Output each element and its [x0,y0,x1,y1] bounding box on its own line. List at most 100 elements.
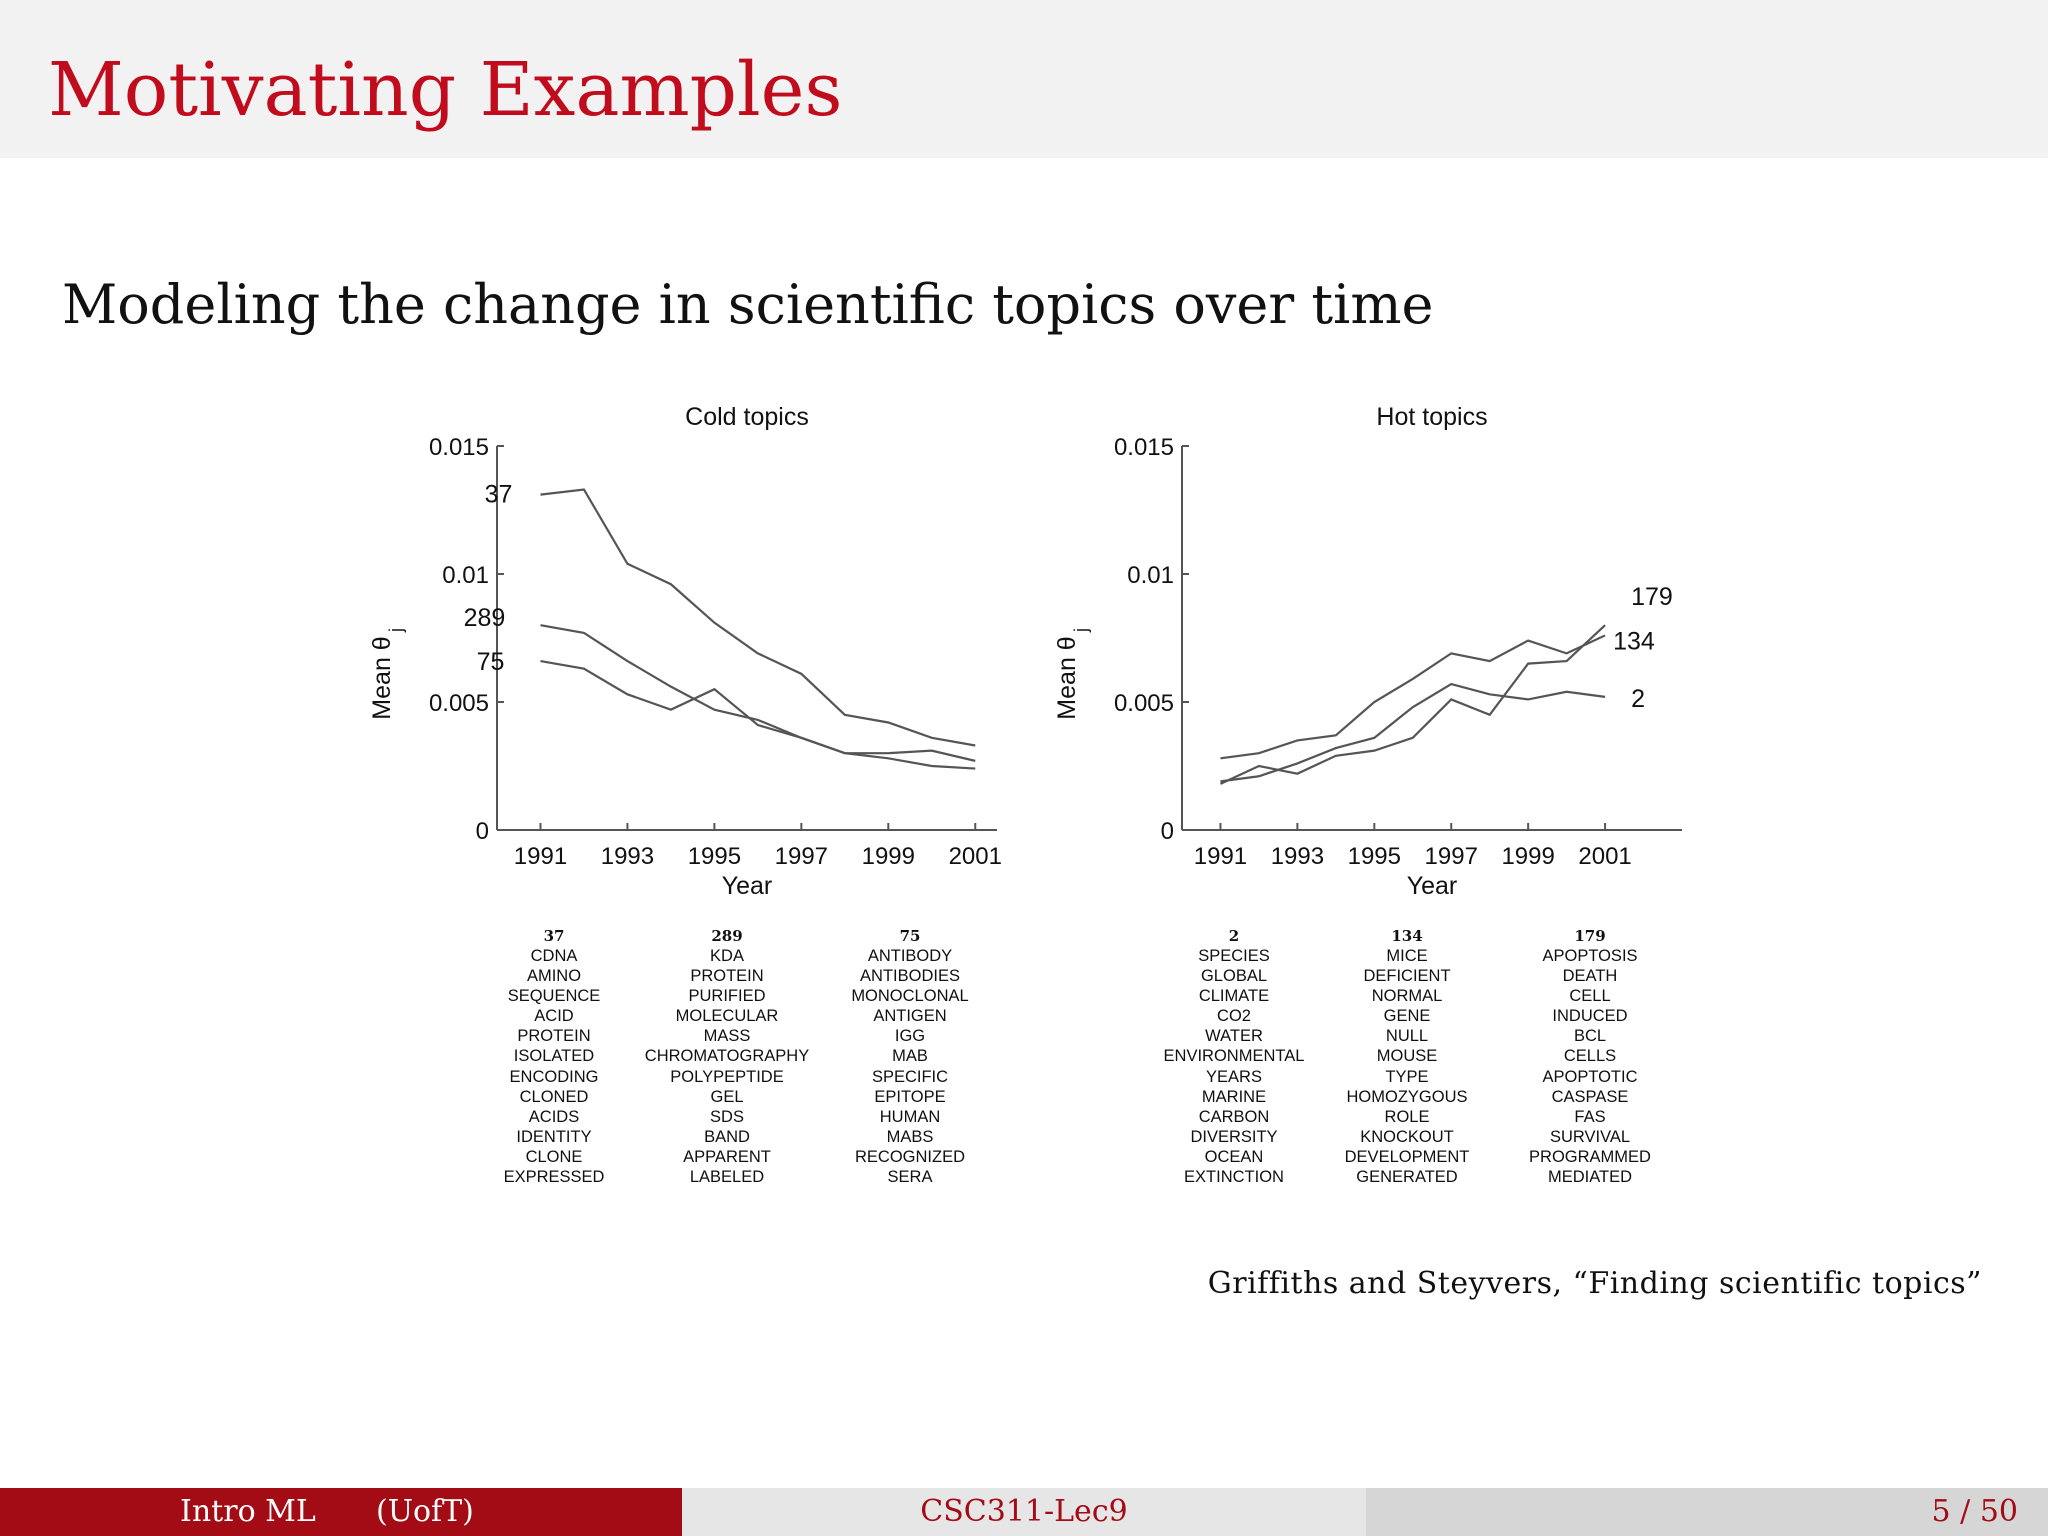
topic-word: KDA [710,947,744,965]
topic-word: MOLECULAR [675,1007,779,1026]
topic-word: MONOCLONAL [851,987,969,1006]
hot-topics-chart: Hot topics 0 0.005 0.01 0.015 1991 1993 1995 199… [1053,403,1682,900]
topic-id: 75 [899,927,921,945]
topic-word: PROTEIN [517,1027,591,1046]
topic-word: ANTIBODIES [860,967,960,986]
hot-topics-table: 2 SPECIES GLOBAL CLIMATE CO2 WATER ENVIRONMENT… [1130,926,1690,1196]
topic-word: MEDIATED [1547,1168,1633,1187]
topic-word: WATER [1205,1027,1263,1046]
topic-column-2: 2 SPECIES GLOBAL CLIMATE CO2 WATER ENVIRONMENT… [1134,926,1334,1187]
slide-subtitle: Modeling the change in scientific topics… [62,273,1434,336]
x-tick-label: 1991 [514,843,567,870]
series-label-75: 75 [477,648,505,676]
series-label-37: 37 [485,481,513,509]
topic-word: MASS [703,1027,751,1046]
topic-word: DEFICIENT [1363,967,1451,986]
footer-institution: (UofT) [376,1494,474,1529]
topic-word: YEARS [1206,1067,1262,1086]
series-label-289: 289 [464,604,506,632]
topic-word: DIVERSITY [1190,1127,1278,1146]
topic-word: INDUCED [1552,1007,1628,1026]
topic-word: CELLS [1563,1047,1617,1066]
topic-word: TYPE [1385,1067,1429,1086]
topic-word: PURIFIED [688,987,766,1006]
topic-word: CASPASE [1551,1087,1629,1106]
topic-word: APPARENT [683,1147,771,1166]
citation: Griffiths and Steyvers, “Finding scienti… [1207,1266,1982,1301]
series-line-75 [540,659,976,762]
chart-title: Hot topics [1376,403,1487,431]
topic-word: ROLE [1384,1107,1430,1126]
x-axis-label: Year [722,872,773,900]
topic-word: KNOCKOUT [1360,1127,1454,1146]
x-axis-label: Year [1407,872,1458,900]
topic-word: DEATH [1562,967,1618,986]
topic-id: 37 [543,927,565,945]
topic-word: OCEAN [1204,1147,1264,1166]
topic-word: EXPRESSED [503,1168,605,1187]
topic-word: BCL [1573,1027,1607,1046]
x-tick-label: 1993 [601,843,654,870]
x-tick-label: 2001 [949,843,1002,870]
topic-word: ACID [534,1007,574,1026]
x-tick-label: 1993 [1271,843,1324,870]
footer-author-section: Intro ML (UofT) [0,1488,682,1536]
footer-page-number: 5 / 50 [1931,1494,2018,1529]
topic-word: GENERATED [1356,1168,1458,1187]
topic-word: ANTIBODY [867,947,953,965]
topic-word: POLYPEPTIDE [670,1067,784,1086]
topic-word: APOPTOSIS [1542,947,1638,965]
topic-id: 179 [1574,927,1606,945]
series-label-179: 179 [1631,583,1673,611]
topic-word: APOPTOTIC [1542,1067,1638,1086]
cold-topics-chart: Cold topics 0 0.005 0.01 0.015 1991 1993 1995 19… [368,403,1002,900]
y-axis-label: Mean θ [1053,636,1081,719]
x-tick-label: 1997 [775,843,828,870]
chart-title: Cold topics [685,403,809,431]
x-tick-label: 1995 [1348,843,1401,870]
topic-word: FAS [1574,1107,1606,1126]
topic-word: EXTINCTION [1184,1168,1284,1187]
y-axis-label-subscript: j [1071,628,1091,633]
topic-word: SURVIVAL [1549,1127,1631,1146]
series-label-2: 2 [1631,685,1645,713]
x-tick-label: 1999 [1501,843,1554,870]
topic-word: ANTIGEN [873,1007,947,1026]
topic-word: SPECIFIC [871,1067,949,1086]
topic-id: 2 [1228,927,1240,945]
topic-word: CLONE [525,1147,583,1166]
topic-word: DEVELOPMENT [1344,1147,1470,1166]
x-tick-label: 1995 [688,843,741,870]
topic-word: SERA [887,1168,933,1187]
footer-course-section: CSC311-Lec9 [682,1488,1366,1536]
footer-course: CSC311-Lec9 [920,1494,1128,1529]
topic-word: CLONED [519,1087,589,1106]
topic-word: ISOLATED [513,1047,595,1066]
topic-word: SEQUENCE [507,987,601,1006]
topic-column-179: 179 APOPTOSIS DEATH CELL INDUCED BCL CELLS APOP… [1490,926,1690,1187]
topic-word: MAB [892,1047,928,1066]
y-tick-label: 0.015 [429,434,489,461]
x-tick-label: 2001 [1578,843,1631,870]
topic-word: NULL [1385,1027,1429,1046]
footer: Intro ML (UofT) CSC311-Lec9 5 / 50 [0,1488,2048,1536]
topic-word: ENVIRONMENTAL [1163,1047,1305,1066]
series-line-37 [540,488,976,747]
topic-word: ACIDS [528,1107,580,1126]
topic-word: EPITOPE [874,1087,946,1106]
topic-word: MICE [1386,947,1428,965]
topic-id: 134 [1391,927,1423,945]
topic-word: IGG [894,1027,926,1046]
topic-word: AMINO [526,967,582,986]
y-axis-label: Mean θ [368,636,396,719]
topic-word: RECOGNIZED [854,1147,965,1166]
topic-word: PROTEIN [690,967,764,986]
topic-word: CARBON [1198,1107,1270,1126]
series-line-134 [1220,634,1606,760]
topic-word: CDNA [530,947,578,965]
x-tick-label: 1991 [1194,843,1247,870]
footer-page-section: 5 / 50 [1366,1488,2048,1536]
series-line-179 [1219,624,1606,785]
series-line-2 [1220,682,1606,783]
topic-word: HOMOZYGOUS [1346,1087,1468,1106]
